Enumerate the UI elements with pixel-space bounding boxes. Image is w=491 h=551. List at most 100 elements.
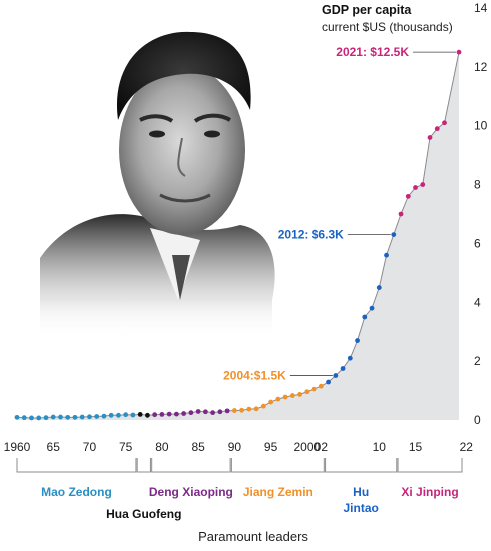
data-point: [420, 182, 426, 187]
data-point: [108, 412, 114, 418]
data-point: [362, 314, 368, 320]
x-tick-label: 75: [119, 440, 133, 454]
data-point: [174, 411, 179, 417]
data-point: [239, 407, 245, 413]
data-point: [14, 414, 20, 420]
data-point: [275, 396, 281, 402]
leader-label-jiang-zemin: Jiang Zemin: [243, 485, 313, 499]
x-axis-title: Paramount leaders: [198, 529, 308, 544]
data-point: [123, 412, 129, 418]
leader-bracket-jiang-zemin: [230, 458, 325, 473]
data-point: [87, 414, 92, 420]
data-point: [29, 415, 34, 421]
data-point: [282, 394, 288, 400]
data-point: [253, 406, 259, 412]
data-point: [405, 193, 411, 199]
data-point: [289, 393, 295, 398]
gdp-points: [14, 49, 462, 421]
data-point: [456, 49, 462, 55]
data-point: [391, 232, 397, 238]
data-point: [145, 412, 150, 418]
data-point: [369, 305, 375, 311]
data-point: [36, 415, 42, 421]
data-point: [398, 211, 404, 217]
leader-bracket-hua-guofeng: [136, 458, 151, 473]
leader-label-xi-jinping: Xi Jinping: [401, 485, 458, 499]
x-tick-label: 2000: [293, 440, 320, 454]
data-point: [152, 412, 158, 418]
x-tick-label: 90: [228, 440, 242, 454]
annotation-label: 2021: $12.5K: [336, 45, 409, 59]
leader-label-mao-zedong: Mao Zedong: [41, 485, 112, 499]
x-tick-label: 22: [460, 440, 474, 454]
data-point: [311, 386, 317, 392]
data-point: [94, 414, 100, 419]
data-point: [130, 412, 136, 418]
chart-title: GDP per capita: [322, 3, 412, 17]
data-point: [297, 391, 302, 397]
data-point: [166, 411, 172, 417]
data-point: [246, 406, 252, 412]
y-tick-label: 6: [474, 236, 481, 250]
data-point: [65, 414, 71, 420]
gdp-area-fill: [17, 52, 459, 421]
y-tick-label: 12: [474, 60, 488, 74]
data-point: [116, 412, 121, 418]
data-point: [268, 399, 274, 405]
data-point: [79, 414, 85, 420]
x-tick-label: 70: [83, 440, 97, 454]
annotation-label: 2012: $6.3K: [278, 228, 344, 242]
data-point: [188, 410, 194, 416]
x-tick-label: 95: [264, 440, 278, 454]
y-tick-label: 0: [474, 413, 481, 427]
y-axis: 0 2 4 6 8 10 12 14: [474, 1, 488, 427]
leader-bracket-deng-xiaoping: [151, 458, 231, 473]
annotations: 2004:$1.5K 2012: $6.3K 2021: $12.5K: [223, 45, 456, 383]
data-point: [210, 410, 216, 416]
y-tick-label: 10: [474, 119, 488, 133]
annotation-label: 2004:$1.5K: [223, 369, 286, 383]
data-point: [355, 338, 360, 343]
data-point: [376, 285, 382, 290]
x-tick-label: 65: [47, 440, 61, 454]
y-tick-label: 8: [474, 178, 481, 192]
data-point: [50, 414, 56, 420]
x-tick-label: 85: [191, 440, 205, 454]
data-point: [384, 252, 389, 258]
data-point: [195, 409, 201, 414]
data-point: [326, 379, 331, 385]
data-point: [181, 411, 187, 416]
leader-bracket-mao-zedong: [16, 458, 137, 473]
leader-bracket-xi-jinping: [397, 458, 463, 473]
data-point: [318, 383, 324, 389]
y-tick-label: 14: [474, 1, 488, 15]
y-tick-label: 2: [474, 354, 481, 368]
leader-label-hu-jintao: Hu Jintao: [344, 485, 379, 515]
x-tick-label: 10: [373, 440, 387, 454]
data-point: [224, 408, 230, 414]
data-point: [333, 373, 339, 378]
leader-brackets: Mao Zedong Hua Guofeng Deng Xiaoping Jiang …: [16, 458, 463, 521]
data-point: [260, 403, 266, 409]
data-point: [137, 412, 143, 417]
data-point: [21, 415, 27, 421]
portrait-photo: [30, 31, 290, 350]
data-point: [217, 409, 223, 415]
data-point: [347, 355, 353, 361]
data-point: [413, 185, 418, 190]
data-point: [442, 120, 447, 126]
x-tick-label: 02: [315, 440, 329, 454]
data-point: [72, 414, 78, 420]
data-point: [231, 408, 237, 413]
x-tick-label: 80: [155, 440, 169, 454]
data-point: [427, 135, 433, 140]
data-point: [159, 412, 165, 417]
data-point: [58, 414, 63, 420]
data-point: [43, 415, 49, 421]
gdp-area: [17, 52, 459, 421]
leader-bracket-hu-jintao: [325, 458, 398, 473]
leader-label-hua-guofeng: Hua Guofeng: [106, 507, 181, 521]
y-tick-label: 4: [474, 295, 481, 309]
